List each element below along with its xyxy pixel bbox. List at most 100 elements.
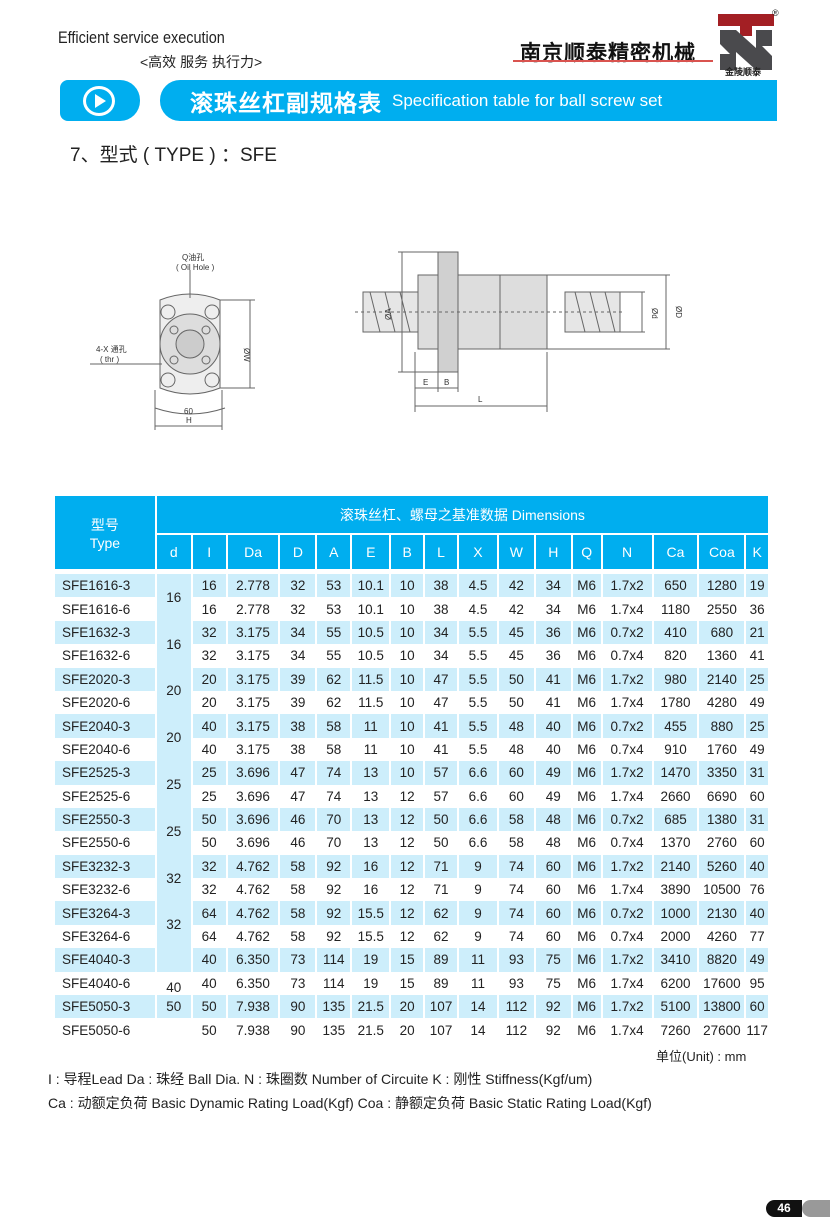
cell-n: 0.7x4 — [603, 831, 654, 855]
cell-coa: 2760 — [699, 831, 747, 855]
cell-e: 13 — [352, 831, 392, 855]
cell-e: 10.5 — [352, 644, 392, 668]
cell-h: 36 — [535, 620, 573, 645]
cell-d: 32 — [280, 597, 318, 621]
cell-q: M6 — [573, 737, 603, 762]
cell-b: 12 — [391, 924, 426, 949]
cell-a: 114 — [317, 948, 353, 972]
cell-ca: 650 — [653, 574, 700, 598]
cell-type: SFE1632-6 — [55, 644, 157, 668]
table-row: SFE1616-6 16 2.778 32 53 10.1 10 38 4.5 42 34 M6 1.7… — [55, 597, 770, 621]
cell-coa: 13800 — [699, 995, 747, 1019]
cell-x: 5.5 — [459, 644, 499, 668]
dim-d-label: Ød — [650, 308, 659, 319]
legend-note-2: Ca : 动额定负荷 Basic Dynamic Rating Load(Kgf… — [48, 1095, 652, 1111]
cell-e: 11.5 — [352, 690, 392, 715]
cell-d: 34 — [280, 644, 318, 668]
cell-q: M6 — [572, 854, 603, 879]
cell-coa: 5260 — [699, 854, 747, 879]
table-row: SFE2040-3 20 40 3.175 38 58 11 10 41 5.5 48 40 M6 0.7… — [55, 714, 770, 762]
cell-type: SFE1632-3 — [55, 620, 157, 645]
cell-coa: 880 — [699, 714, 747, 738]
cell-ca: 1000 — [653, 901, 700, 925]
cell-w: 60 — [499, 784, 536, 808]
cell-w: 74 — [498, 901, 536, 925]
company-underline — [513, 60, 713, 62]
cell-i: 32 — [192, 620, 228, 645]
cell-a: 53 — [317, 574, 353, 598]
cell-i: 40 — [193, 971, 228, 996]
company-name: 南京顺泰精密机械 — [520, 42, 696, 65]
cell-q: M6 — [572, 995, 603, 1019]
cell-d: 73 — [280, 948, 318, 972]
cell-b: 10 — [391, 620, 426, 645]
cell-k: 60 — [746, 995, 770, 1019]
cell-i: 25 — [192, 761, 228, 785]
cell-d: 90 — [280, 995, 318, 1019]
cell-da: 3.175 — [227, 714, 281, 738]
dim-h-label: H — [186, 416, 192, 425]
cell-a: 55 — [317, 644, 353, 668]
banner-title-cn: 滚珠丝杠副规格表 — [190, 89, 382, 116]
cell-k: 21 — [746, 620, 770, 645]
cell-n: 1.7x4 — [603, 690, 654, 715]
cell-b: 10 — [391, 690, 426, 715]
table-row: SFE2525-6 25 3.696 47 74 13 12 57 6.6 60 49 M6 1.7x4… — [55, 784, 770, 808]
cell-w: 74 — [498, 854, 536, 879]
dim-a-label: ØA — [384, 308, 393, 320]
cell-n: 1.7x2 — [602, 761, 654, 785]
column-header-d: D — [280, 535, 318, 569]
cell-x: 11 — [459, 971, 499, 996]
cell-l: 34 — [425, 644, 460, 668]
cell-d: 47 — [280, 784, 318, 808]
dim-e-label: E — [423, 378, 428, 387]
cell-b: 12 — [391, 807, 426, 832]
cell-x: 5.5 — [459, 714, 499, 738]
cell-i: 50 — [193, 1018, 228, 1042]
cell-l: 107 — [425, 1018, 460, 1042]
column-header-da: Da — [227, 535, 281, 569]
unit-label: 单位(Unit) : mm — [656, 1049, 747, 1064]
cell-k: 76 — [746, 878, 770, 902]
cell-l: 57 — [425, 761, 460, 785]
cell-d — [157, 1018, 193, 1042]
cell-a: 55 — [317, 620, 353, 645]
cell-ca: 5100 — [653, 995, 700, 1019]
cell-d: 46 — [280, 831, 318, 855]
cell-k: 49 — [746, 948, 770, 972]
cell-h: 34 — [536, 597, 573, 621]
thru-hole-label-cn: 4-X 通孔 — [96, 344, 127, 354]
cell-w: 58 — [498, 807, 536, 832]
cell-ca: 910 — [654, 737, 700, 762]
cell-w: 45 — [499, 644, 536, 668]
cell-d: 20 — [156, 667, 193, 715]
cell-a: 92 — [317, 901, 353, 925]
cell-k: 117 — [746, 1018, 770, 1042]
cell-d: 32 — [156, 901, 193, 949]
column-header-w: W — [498, 535, 536, 569]
cell-e: 10.1 — [352, 597, 392, 621]
oil-hole-label-en: ( Oil Hole ) — [176, 263, 215, 272]
cell-a: 70 — [317, 807, 353, 832]
cell-k: 25 — [746, 714, 770, 738]
cell-h: 60 — [535, 901, 573, 925]
cell-da: 3.696 — [227, 807, 281, 832]
cell-type: SFE2040-6 — [55, 737, 157, 762]
cell-da: 4.762 — [228, 924, 281, 949]
cell-b: 20 — [391, 1018, 426, 1042]
cell-w: 42 — [498, 574, 536, 598]
table-row: SFE3232-3 32 32 4.762 58 92 16 12 71 9 74 60 M6 1.7x2… — [55, 854, 770, 902]
banner-title-en: Specification table for ball screw set — [392, 90, 663, 110]
column-header-k: K — [746, 535, 770, 569]
cell-n: 0.7x4 — [603, 737, 654, 762]
cell-n: 0.7x2 — [602, 714, 654, 738]
cell-d: 50 — [156, 995, 193, 1019]
cell-d: 47 — [280, 761, 318, 785]
cell-h: 36 — [536, 644, 573, 668]
cell-b: 12 — [391, 854, 426, 879]
nut-side-view — [355, 251, 670, 412]
cell-w: 42 — [499, 597, 536, 621]
cell-coa: 1360 — [699, 644, 747, 668]
cell-e: 21.5 — [352, 995, 392, 1019]
cell-w: 93 — [499, 971, 536, 996]
